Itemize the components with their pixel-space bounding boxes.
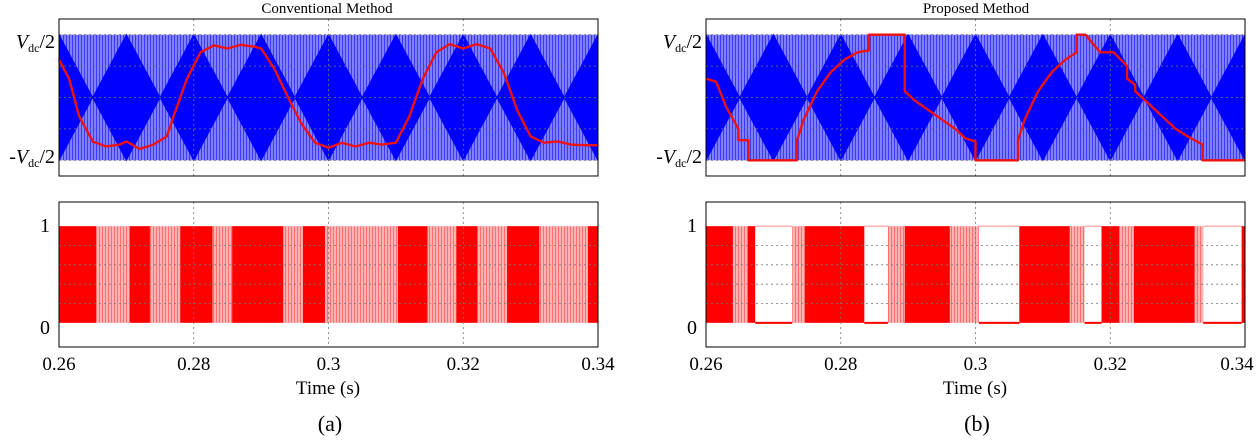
x-tick-label: 0.3 xyxy=(964,354,988,375)
pulse-segment-switching xyxy=(427,226,457,323)
y-tick-label-bottom: -Vdc/2 xyxy=(9,146,55,170)
pulse-segment-switching xyxy=(1194,226,1204,323)
pulse-layer xyxy=(706,225,1245,324)
pulse-segment-switching xyxy=(96,226,130,323)
carrier-solid-region xyxy=(706,34,1245,161)
x-tick-label: 0.28 xyxy=(824,354,857,375)
pulse-segment-switching xyxy=(283,226,303,323)
pulse-segment-on xyxy=(587,226,598,323)
pulse-segment-on xyxy=(507,226,540,323)
plot-border xyxy=(58,18,599,177)
pulse-segment-switching xyxy=(1069,226,1085,323)
pulse-segment-on xyxy=(1101,226,1120,323)
y-tick-label-0: 0 xyxy=(40,317,50,339)
y-tick-label-top: Vdc/2 xyxy=(16,31,55,55)
pulse-segment-on xyxy=(747,226,756,323)
pulse-segment-on xyxy=(59,226,97,323)
pulse-segment-on xyxy=(1019,226,1070,323)
x-tick-label: 0.26 xyxy=(42,354,75,375)
panel-b-top-plot: Vdc/2 -Vdc/2 xyxy=(656,18,1246,177)
x-axis-label: Time (s) xyxy=(296,378,360,399)
pulse-segment-on xyxy=(1241,226,1245,323)
grid-layer xyxy=(59,202,598,347)
pulse-segment-switching xyxy=(949,226,979,323)
plot-border xyxy=(705,201,1246,348)
pulse-segment-switching xyxy=(539,226,588,323)
reference-layer xyxy=(705,33,1245,162)
pulse-segment-on xyxy=(180,226,213,323)
panel-label: (b) xyxy=(964,411,990,436)
reference-layer xyxy=(57,42,598,151)
carrier-layer xyxy=(705,33,1246,162)
pulse-segment-on xyxy=(397,226,428,323)
panel-b: Proposed Method Vdc/2 -Vdc/2 1 0 0.26 0.… xyxy=(656,1,1254,436)
pulse-segment-switching xyxy=(325,226,398,323)
pulse-segment-switching xyxy=(477,226,508,323)
pulse-segment-on xyxy=(805,226,865,323)
pulse-segment-on xyxy=(232,226,284,323)
panel-b-title: Proposed Method xyxy=(923,1,1030,17)
pulse-segment-switching xyxy=(732,226,748,323)
pulse-segment-on xyxy=(129,226,150,323)
grid-layer xyxy=(59,19,598,176)
x-tick-labels: 0.26 0.28 0.3 0.32 0.34 xyxy=(42,354,615,375)
x-tick-label: 0.32 xyxy=(1094,354,1127,375)
x-tick-label: 0.26 xyxy=(689,354,722,375)
x-tick-label: 0.28 xyxy=(177,354,210,375)
x-tick-label: 0.3 xyxy=(317,354,341,375)
plot-border xyxy=(58,201,599,348)
x-tick-label: 0.32 xyxy=(447,354,480,375)
grid-layer xyxy=(706,202,1245,347)
pulse-segment-switching xyxy=(792,226,806,323)
panel-label: (a) xyxy=(318,411,342,436)
panel-a-top-plot: Vdc/2 -Vdc/2 xyxy=(9,18,599,177)
panel-a-bottom-plot: 1 0 0.26 0.28 0.3 0.32 0.34 Time (s) (a) xyxy=(40,201,615,436)
y-tick-label-0: 0 xyxy=(687,317,697,339)
y-tick-label-top: Vdc/2 xyxy=(663,31,702,55)
panel-a-title: Conventional Method xyxy=(261,1,393,17)
x-tick-label: 0.34 xyxy=(1220,354,1254,375)
reference-waveform xyxy=(705,33,1245,162)
pulse-segment-on xyxy=(1133,226,1195,323)
pulse-segment-switching xyxy=(212,226,233,323)
y-tick-label-1: 1 xyxy=(40,215,50,237)
pulse-segment-on xyxy=(904,226,950,323)
pulse-segment-switching xyxy=(149,226,181,323)
pulse-segment-on xyxy=(302,226,326,323)
reference-waveform xyxy=(57,42,598,151)
x-axis-label: Time (s) xyxy=(943,378,1007,399)
pulse-segment-on xyxy=(706,226,733,323)
x-tick-labels: 0.26 0.28 0.3 0.32 0.34 xyxy=(689,354,1254,375)
y-tick-label-bottom: -Vdc/2 xyxy=(656,146,702,170)
panel-b-bottom-plot: 1 0 0.26 0.28 0.3 0.32 0.34 Time (s) (b) xyxy=(687,201,1254,436)
y-tick-label-1: 1 xyxy=(687,215,697,237)
x-tick-label: 0.34 xyxy=(581,354,615,375)
plot-border xyxy=(705,18,1246,177)
panel-a: Conventional Method Vdc/2 -Vdc/2 1 0 0.2… xyxy=(9,1,615,436)
pulse-segment-switching xyxy=(887,226,905,323)
pulse-segment-on xyxy=(456,226,478,323)
pulse-segment-switching xyxy=(1119,226,1134,323)
pulse-layer xyxy=(59,226,598,323)
